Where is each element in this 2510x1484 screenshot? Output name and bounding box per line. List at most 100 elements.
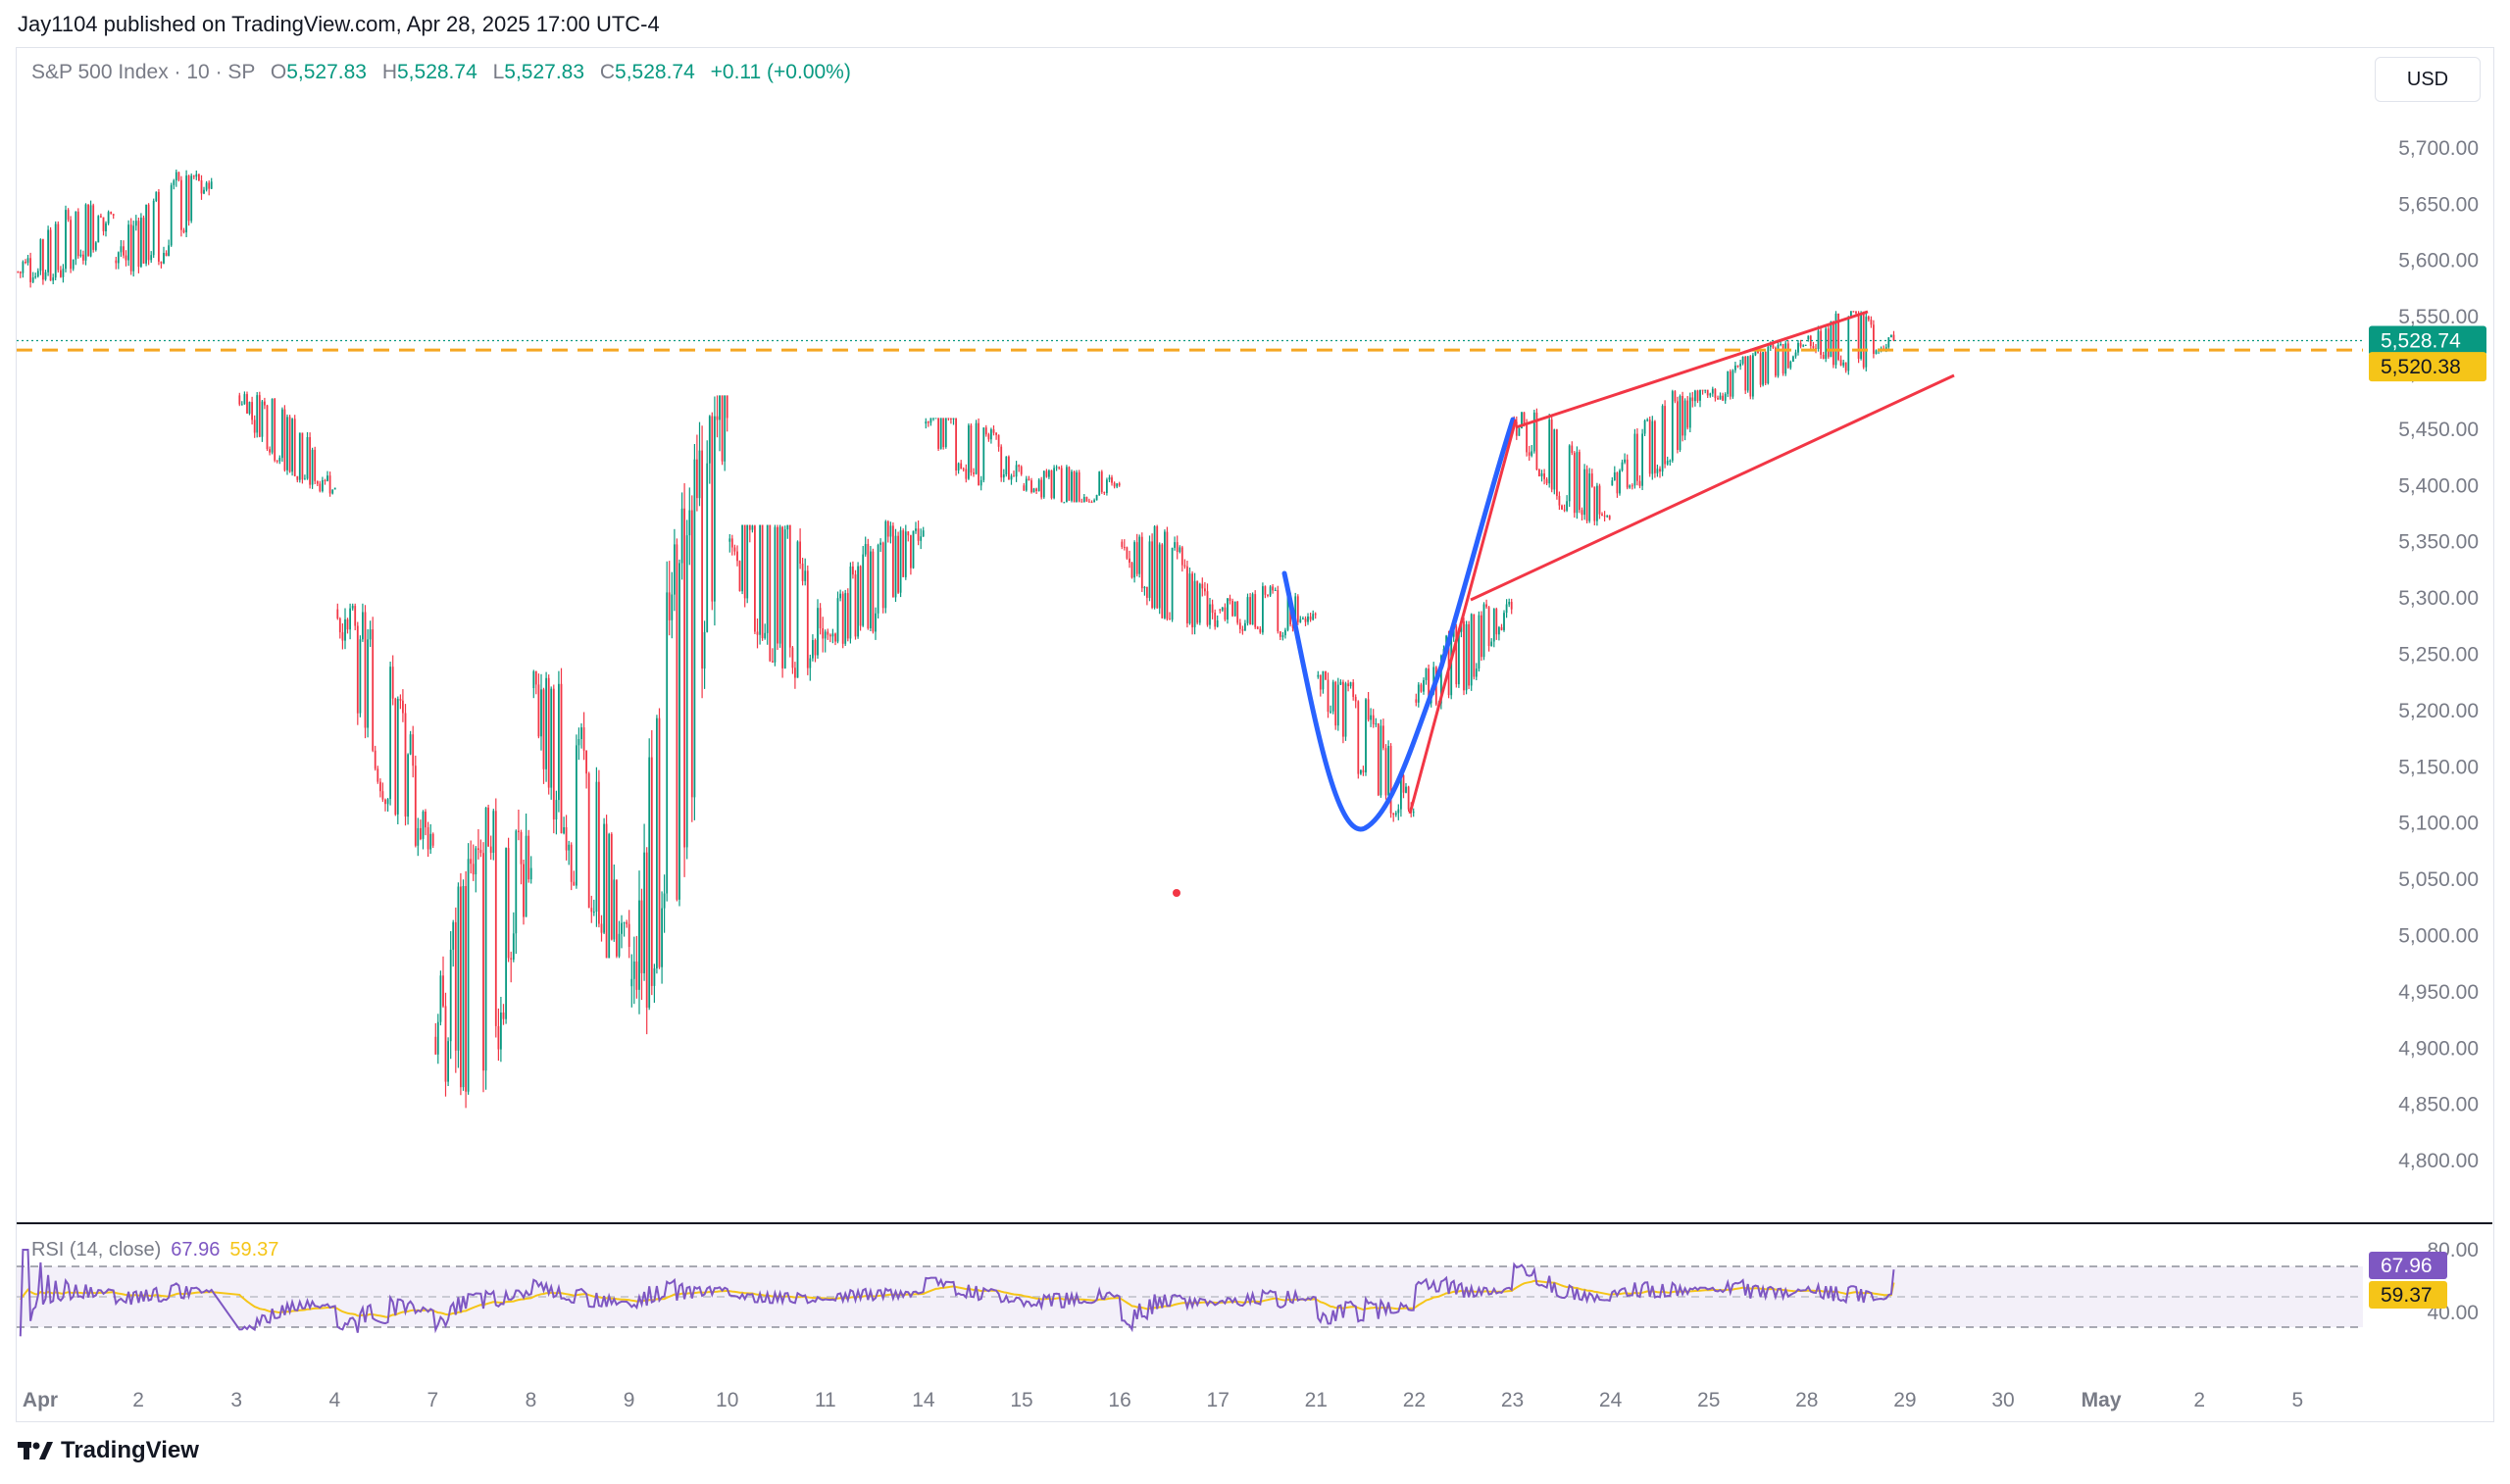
candle-body <box>467 859 470 1092</box>
candle-body <box>1231 601 1233 617</box>
candle-body <box>804 570 807 581</box>
candle-body <box>1133 542 1135 578</box>
candle-body <box>927 421 929 423</box>
candle-body <box>291 419 293 472</box>
symbol-title[interactable]: S&P 500 Index · 10 · SP <box>31 61 256 83</box>
candle-body <box>1590 473 1593 487</box>
candle-body <box>1169 618 1171 620</box>
candle-body <box>635 961 638 990</box>
candle-body <box>1734 365 1736 371</box>
tradingview-logo[interactable]: TradingView <box>18 1437 199 1464</box>
candle-body <box>117 252 120 264</box>
candle-body <box>786 524 789 530</box>
candle-body <box>1714 388 1717 399</box>
candle-body <box>1528 452 1531 456</box>
candle-body <box>288 417 291 472</box>
candle-body <box>1852 311 1855 313</box>
low-key: L <box>492 61 505 83</box>
candle-body <box>258 395 261 437</box>
wedge-lower-trendline[interactable] <box>1470 373 1955 602</box>
candle-body <box>1387 746 1389 796</box>
rsi-title[interactable]: RSI (14, close) <box>31 1239 162 1261</box>
candle-body <box>304 478 306 480</box>
candle-body <box>253 420 256 433</box>
candle-body <box>978 422 979 486</box>
candle-body <box>1741 357 1744 364</box>
candle-body <box>1214 613 1217 627</box>
candle-body <box>1251 594 1254 625</box>
candle-body <box>105 223 107 231</box>
candle-body <box>605 823 608 959</box>
chart-frame[interactable] <box>16 47 2494 1422</box>
candle-body <box>1050 470 1053 499</box>
candle-body <box>552 688 555 819</box>
flagpole-line-drawing[interactable] <box>1408 419 1518 815</box>
date-axis: Apr 2 3 4 7 8 9 10 11 14 15 16 17 21 22 23 24 25 28 29 30 May… <box>23 1389 2303 1411</box>
candle-body <box>442 975 444 1007</box>
candle-body <box>812 640 814 659</box>
candle-body <box>1334 681 1337 726</box>
candle-body <box>904 531 907 577</box>
candle-body <box>1405 786 1407 793</box>
candle-body <box>764 632 767 639</box>
candle-body <box>975 422 978 474</box>
candle-body <box>1724 394 1727 401</box>
change-value: +0.11 (+0.00%) <box>710 61 851 83</box>
candle-body <box>1344 683 1347 737</box>
candle-body <box>824 631 827 639</box>
high-key: H <box>381 61 397 83</box>
candle-body <box>1025 478 1028 491</box>
close-key: C <box>599 61 616 83</box>
rsi-line <box>19 1249 1895 1337</box>
candle-body <box>910 535 912 569</box>
candle-body <box>831 633 834 637</box>
candle-body <box>680 508 683 564</box>
candle-body <box>1357 701 1360 774</box>
wedge-upper-trendline[interactable] <box>1515 310 1869 429</box>
cup-curve-drawing[interactable] <box>1281 417 1516 832</box>
candle-body <box>1347 683 1349 687</box>
candle-body <box>877 545 879 614</box>
candle-body <box>839 593 841 599</box>
candle-body <box>1746 356 1749 391</box>
candle-body <box>1272 586 1274 591</box>
candle-body <box>616 879 618 957</box>
candle-body <box>1171 547 1174 620</box>
candle-body <box>431 833 434 846</box>
candle-body <box>550 688 553 788</box>
candle-body <box>1336 684 1339 726</box>
candle-body <box>721 395 724 462</box>
candle-body <box>796 541 799 678</box>
candle-body <box>274 398 276 461</box>
candle-body <box>261 401 264 437</box>
candle-body <box>693 459 696 798</box>
candle-body <box>54 223 57 278</box>
candle-body <box>1478 615 1481 669</box>
candle-body <box>1867 317 1870 320</box>
candle-body <box>1593 486 1596 521</box>
candle-body <box>420 827 422 839</box>
candle-body <box>1754 351 1757 356</box>
candle-body <box>76 211 79 257</box>
candle-body <box>1053 468 1055 499</box>
candle-body <box>1277 590 1280 632</box>
candle-body <box>1890 334 1892 338</box>
rsi-legend-ma: 59.37 <box>229 1239 279 1261</box>
candle-body <box>668 592 671 620</box>
candle-body <box>738 561 741 592</box>
candle-body <box>356 625 359 714</box>
candle-body <box>1538 470 1540 476</box>
candle-body <box>1259 628 1262 633</box>
candle-body <box>947 418 950 420</box>
candle-body <box>22 262 25 273</box>
candle-body <box>1822 355 1825 359</box>
date-tick-label: 16 <box>1108 1389 1130 1411</box>
candle-body <box>386 799 389 805</box>
candle-body <box>1196 580 1199 623</box>
candle-body <box>195 173 198 177</box>
candle-body <box>1792 356 1794 362</box>
candle-body <box>1291 624 1294 628</box>
candle-body <box>417 827 420 846</box>
currency-button[interactable]: USD <box>2375 57 2481 102</box>
